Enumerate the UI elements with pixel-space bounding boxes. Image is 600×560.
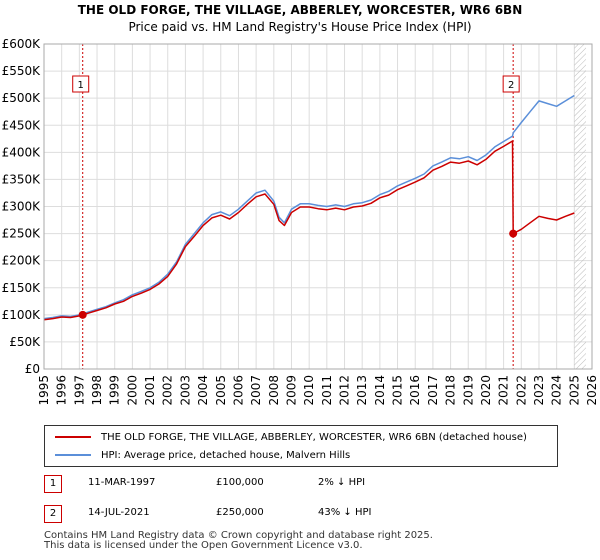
x-tick-label: 2002: [161, 375, 175, 406]
x-tick-label: 2025: [567, 375, 581, 406]
sale-date: 14-JUL-2021: [88, 507, 150, 518]
legend-swatch-property: [55, 436, 91, 438]
x-tick-label: 1997: [72, 375, 86, 406]
legend-item-hpi: HPI: Average price, detached house, Malv…: [55, 447, 350, 463]
y-tick-label: £150K: [2, 281, 42, 295]
y-tick-label: £550K: [2, 64, 42, 78]
x-tick-label: 2001: [143, 375, 157, 406]
y-tick-label: £400K: [2, 145, 42, 159]
x-tick-label: 2017: [426, 375, 440, 406]
property-line: [43, 140, 575, 321]
y-tick-label: £100K: [2, 308, 42, 322]
sale-point-1: [78, 310, 87, 319]
sale-row-2: 2 14-JUL-2021 £250,000 43% ↓ HPI: [0, 505, 600, 527]
x-tick-label: 2004: [196, 375, 210, 406]
footer-licence: This data is licensed under the Open Gov…: [44, 540, 363, 551]
x-tick-label: 1995: [37, 375, 51, 406]
sale-number-badge: 1: [44, 475, 62, 493]
y-tick-label: £250K: [2, 227, 42, 241]
y-tick-label: £500K: [2, 91, 42, 105]
y-tick-label: £350K: [2, 172, 42, 186]
sale-number-badge: 2: [44, 505, 62, 523]
sale-hpi-diff: 43% ↓ HPI: [318, 507, 372, 518]
series-lines: [43, 94, 575, 321]
x-tick-label: 2007: [249, 375, 263, 406]
axes: £0 £50K £100K £150K £200K £250K £300K £350K £400…: [2, 37, 599, 406]
x-tick-label: 2014: [373, 375, 387, 406]
x-tick-label: 2022: [514, 375, 528, 406]
x-tick-label: 2005: [214, 375, 228, 406]
x-tick-label: 2009: [284, 375, 298, 406]
x-tick-label: 2016: [408, 375, 422, 406]
footer-copyright: Contains HM Land Registry data © Crown c…: [44, 530, 433, 541]
x-tick-label: 2010: [302, 375, 316, 406]
sale-point-2: [509, 229, 518, 238]
legend-label-hpi: HPI: Average price, detached house, Malv…: [101, 449, 351, 461]
x-tick-label: 2023: [532, 375, 546, 406]
y-tick-label: £600K: [2, 37, 42, 51]
x-tick-label: 2003: [178, 375, 192, 406]
x-tick-label: 2000: [125, 375, 139, 406]
x-tick-label: 2018: [444, 375, 458, 406]
sale-date: 11-MAR-1997: [88, 477, 156, 488]
sale-row-1: 1 11-MAR-1997 £100,000 2% ↓ HPI: [0, 475, 600, 497]
x-tick-label: 2021: [497, 375, 511, 406]
chart-title: THE OLD FORGE, THE VILLAGE, ABBERLEY, WO…: [77, 3, 523, 17]
x-tick-label: 2013: [355, 375, 369, 406]
x-tick-label: 2006: [231, 375, 245, 406]
y-tick-label: £200K: [2, 254, 42, 268]
sale-label-1: 1: [78, 80, 84, 91]
legend: THE OLD FORGE, THE VILLAGE, ABBERLEY, WO…: [44, 425, 558, 467]
y-tick-label: £0: [25, 362, 40, 376]
x-tick-label: 2019: [461, 375, 475, 406]
x-tick-label: 1998: [90, 375, 104, 406]
x-tick-label: 2015: [391, 375, 405, 406]
x-tick-label: 2020: [479, 375, 493, 406]
legend-label-property: THE OLD FORGE, THE VILLAGE, ABBERLEY, WO…: [101, 431, 527, 443]
sale-price: £250,000: [216, 507, 264, 518]
sale-price: £100,000: [216, 477, 264, 488]
sale-label-2: 2: [508, 80, 514, 91]
legend-item-property: THE OLD FORGE, THE VILLAGE, ABBERLEY, WO…: [55, 429, 527, 445]
y-tick-label: £300K: [2, 200, 42, 214]
sale-label-box-1: [72, 75, 90, 93]
sale-hpi-diff: 2% ↓ HPI: [318, 477, 366, 488]
x-tick-label: 2008: [267, 375, 281, 406]
hpi-line: [43, 94, 575, 320]
grid: [43, 43, 593, 370]
y-tick-label: £450K: [2, 118, 42, 132]
x-tick-label: 1999: [108, 375, 122, 406]
x-tick-label: 2012: [338, 375, 352, 406]
sale-label-box-2: [502, 75, 520, 93]
x-tick-label: 2011: [320, 375, 334, 406]
x-tick-label: 2024: [550, 375, 564, 406]
plot-frame: [43, 43, 593, 370]
x-tick-label: 1996: [55, 375, 69, 406]
x-tick-label: 2026: [585, 375, 599, 406]
legend-swatch-hpi: [55, 454, 91, 456]
y-tick-label: £50K: [9, 335, 41, 349]
chart-subtitle: Price paid vs. HM Land Registry's House …: [128, 20, 472, 34]
future-hatch: [574, 44, 586, 369]
footer: Contains HM Land Registry data © Crown c…: [44, 531, 433, 551]
future-shading: [574, 44, 586, 369]
